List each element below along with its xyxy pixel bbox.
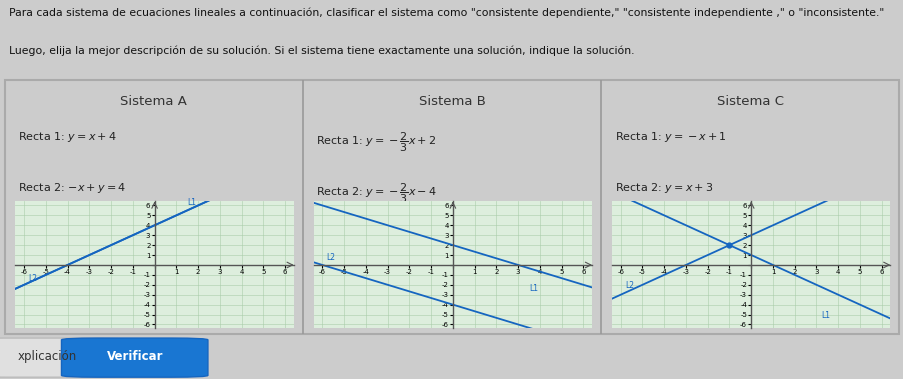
Text: Recta 2: $y = x+3$: Recta 2: $y = x+3$ [614,181,712,195]
Text: Sistema B: Sistema B [418,95,485,108]
Text: Verificar: Verificar [107,350,163,363]
Text: L1: L1 [528,284,537,293]
Text: L1: L1 [187,199,196,207]
Text: Para cada sistema de ecuaciones lineales a continuación, clasificar el sistema c: Para cada sistema de ecuaciones lineales… [9,8,883,18]
FancyBboxPatch shape [61,338,208,377]
Text: Luego, elija la mejor descripción de su solución. Si el sistema tiene exactament: Luego, elija la mejor descripción de su … [9,45,634,56]
Text: Sistema A: Sistema A [120,95,187,108]
Text: L2: L2 [326,253,335,262]
Text: Recta 1: $y = -\dfrac{2}{3}x+2$: Recta 1: $y = -\dfrac{2}{3}x+2$ [316,130,436,154]
Text: Sistema C: Sistema C [716,95,783,108]
Text: xplicación: xplicación [17,350,77,363]
FancyBboxPatch shape [0,338,126,377]
Text: Recta 2: $y = -\dfrac{2}{3}x-4$: Recta 2: $y = -\dfrac{2}{3}x-4$ [316,181,437,205]
Text: L1: L1 [820,310,829,319]
Text: Recta 1: $y = -x+1$: Recta 1: $y = -x+1$ [614,130,726,144]
Text: L2: L2 [624,281,633,290]
Text: Recta 1: $y = x+4$: Recta 1: $y = x+4$ [18,130,116,144]
Text: Recta 2: $-x+y=4$: Recta 2: $-x+y=4$ [18,181,126,195]
Text: L2: L2 [28,274,37,283]
